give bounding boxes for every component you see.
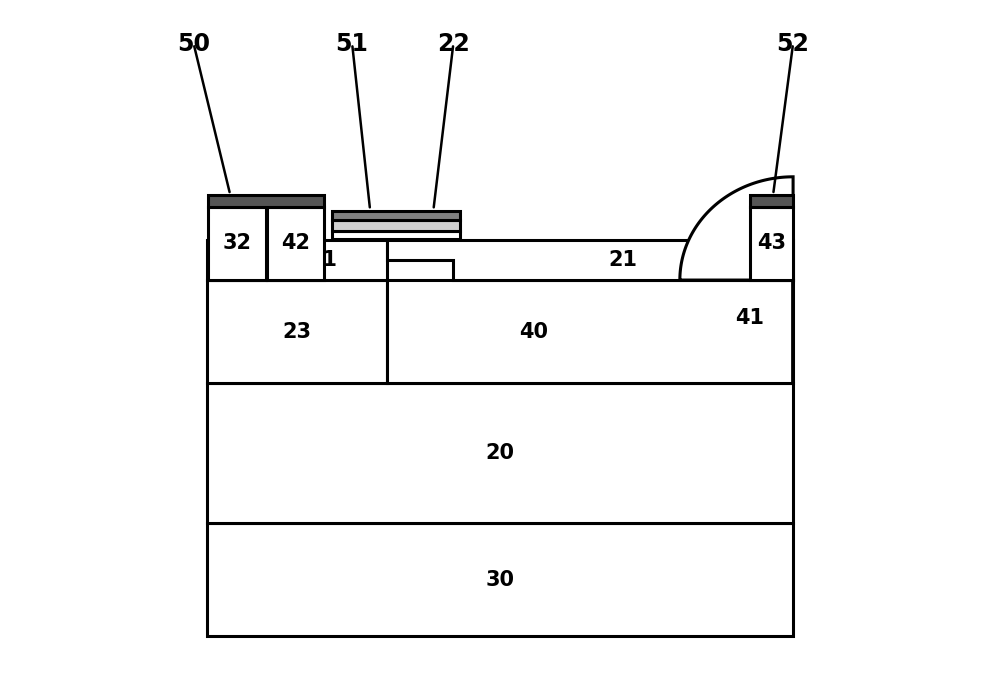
Text: 21: 21	[609, 250, 638, 270]
Bar	[267, 207, 324, 280]
Text: 51: 51	[336, 31, 369, 56]
Bar	[208, 194, 324, 207]
Text: 23: 23	[282, 322, 311, 341]
Text: 31: 31	[309, 250, 338, 270]
Bar	[207, 280, 387, 384]
Bar	[332, 220, 460, 231]
Bar	[750, 194, 793, 207]
Bar	[207, 523, 793, 636]
Bar	[207, 384, 793, 523]
Bar	[332, 231, 460, 239]
Text: 52: 52	[777, 31, 810, 56]
Polygon shape	[680, 177, 793, 384]
Text: 40: 40	[519, 322, 548, 341]
Text: 32: 32	[222, 233, 251, 254]
Bar	[207, 240, 387, 280]
Text: 20: 20	[486, 443, 514, 463]
Text: 30: 30	[486, 570, 514, 590]
Text: 22: 22	[437, 31, 470, 56]
Bar	[332, 211, 460, 220]
Text: 50: 50	[177, 31, 210, 56]
Text: 43: 43	[757, 233, 786, 254]
Text: 41: 41	[735, 308, 764, 328]
Bar	[750, 207, 793, 280]
Bar	[208, 207, 266, 280]
Bar	[387, 280, 793, 384]
Text: 42: 42	[281, 233, 310, 254]
Polygon shape	[387, 240, 793, 280]
